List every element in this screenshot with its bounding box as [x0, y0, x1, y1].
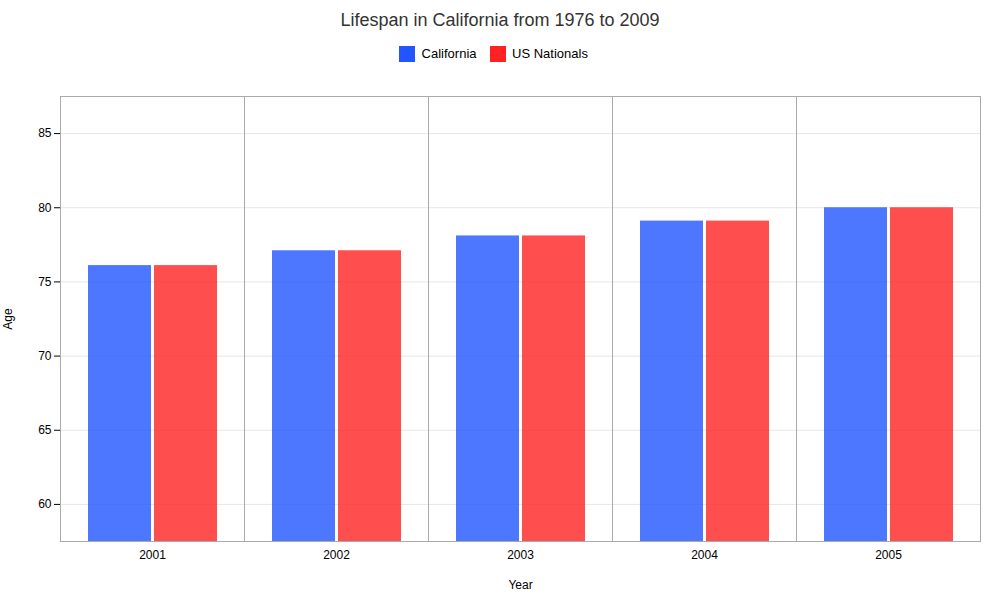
svg-text:Age: Age — [1, 308, 15, 330]
svg-text:60: 60 — [38, 497, 52, 511]
svg-text:2002: 2002 — [323, 548, 350, 562]
svg-text:Year: Year — [508, 577, 532, 591]
html-text:US Nationals: US Nationals — [512, 46, 588, 61]
svg-text:2003: 2003 — [507, 548, 534, 562]
svg-text:65: 65 — [38, 423, 52, 437]
svg-text:2004: 2004 — [691, 548, 718, 562]
svg-text:2005: 2005 — [875, 548, 902, 562]
html-text:Lifespan in California from 19: Lifespan in California from 1976 to 2009 — [340, 10, 660, 30]
svg-text:75: 75 — [38, 274, 52, 288]
svg-text:2001: 2001 — [139, 548, 166, 562]
svg-text:70: 70 — [38, 348, 52, 362]
html-text:California: California — [421, 46, 477, 61]
svg-text:85: 85 — [38, 126, 52, 140]
svg-text:80: 80 — [38, 200, 52, 214]
